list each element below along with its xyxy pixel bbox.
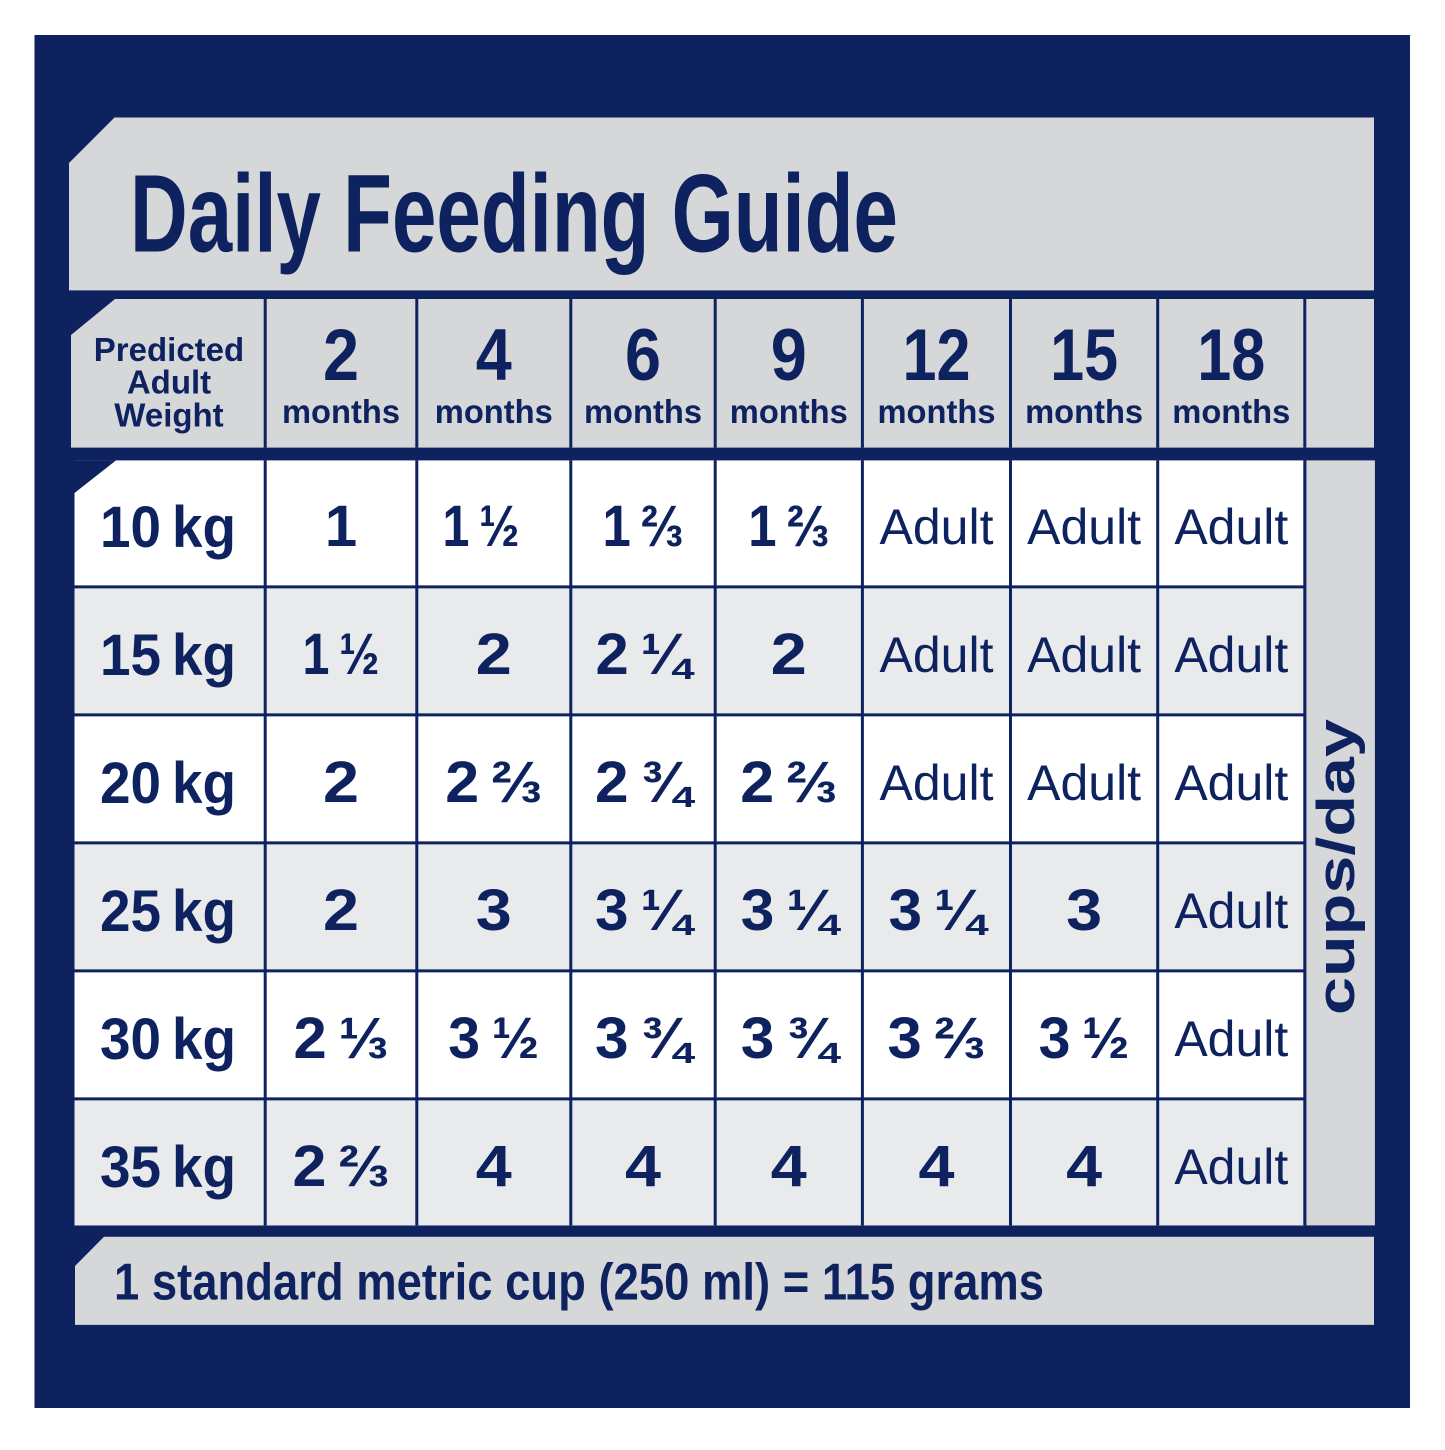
svg-text:2 ¾: 2 ¾ (595, 750, 696, 815)
svg-text:4: 4 (476, 315, 512, 396)
svg-text:2 ⅔: 2 ⅔ (740, 750, 837, 815)
svg-text:1 ⅔: 1 ⅔ (748, 494, 829, 559)
svg-text:months: months (878, 393, 996, 430)
svg-text:Adult: Adult (1027, 499, 1141, 555)
svg-text:2: 2 (323, 750, 359, 815)
svg-text:months: months (730, 393, 848, 430)
svg-text:Adult: Adult (880, 755, 994, 811)
svg-text:12: 12 (903, 315, 971, 396)
svg-text:3 ½: 3 ½ (1039, 1006, 1130, 1071)
svg-text:Adult: Adult (1174, 499, 1288, 555)
svg-text:1 standard metric cup (250 ml): 1 standard metric cup (250 ml) = 115 gra… (114, 1254, 1044, 1312)
svg-text:Adult: Adult (1027, 627, 1141, 683)
svg-text:35 kg: 35 kg (100, 1135, 236, 1200)
svg-text:Adult: Adult (1174, 1011, 1288, 1067)
svg-text:months: months (584, 393, 702, 430)
svg-text:4: 4 (625, 1134, 661, 1199)
svg-text:2: 2 (476, 622, 512, 687)
svg-text:1 ½: 1 ½ (303, 622, 380, 687)
svg-text:Adult: Adult (1027, 755, 1141, 811)
svg-text:3: 3 (476, 878, 512, 943)
svg-text:2: 2 (323, 315, 359, 396)
svg-text:2 ¼: 2 ¼ (596, 622, 696, 687)
svg-text:Adult: Adult (880, 499, 994, 555)
svg-text:months: months (282, 393, 400, 430)
svg-text:4: 4 (1066, 1134, 1102, 1199)
svg-text:3 ½: 3 ½ (448, 1006, 539, 1071)
svg-text:Adult: Adult (127, 364, 211, 401)
svg-text:Adult: Adult (880, 627, 994, 683)
svg-text:25 kg: 25 kg (100, 879, 236, 944)
svg-text:3 ¼: 3 ¼ (889, 878, 990, 943)
svg-text:Weight: Weight (114, 397, 223, 434)
svg-text:3 ¾: 3 ¾ (741, 1006, 842, 1071)
svg-text:10 kg: 10 kg (100, 495, 236, 560)
svg-text:Adult: Adult (1174, 627, 1288, 683)
svg-text:3 ¼: 3 ¼ (741, 878, 842, 943)
svg-text:15: 15 (1050, 315, 1118, 396)
svg-text:20 kg: 20 kg (100, 751, 236, 816)
svg-text:months: months (435, 393, 553, 430)
svg-text:15 kg: 15 kg (100, 623, 236, 688)
svg-text:Predicted: Predicted (94, 331, 244, 368)
svg-text:4: 4 (919, 1134, 955, 1199)
svg-text:Adult: Adult (1174, 883, 1288, 939)
svg-text:months: months (1025, 393, 1143, 430)
svg-text:Adult: Adult (1174, 755, 1288, 811)
svg-text:Daily Feeding Guide: Daily Feeding Guide (130, 152, 898, 275)
svg-text:2 ⅔: 2 ⅔ (293, 1134, 390, 1199)
svg-text:9: 9 (771, 315, 807, 396)
svg-text:1 ½: 1 ½ (443, 494, 520, 559)
svg-text:30 kg: 30 kg (100, 1007, 236, 1072)
svg-text:18: 18 (1197, 315, 1265, 396)
svg-text:1 ⅔: 1 ⅔ (603, 494, 684, 559)
svg-text:3 ⅔: 3 ⅔ (888, 1006, 986, 1071)
svg-text:2: 2 (323, 878, 359, 943)
svg-text:2 ⅓: 2 ⅓ (294, 1006, 389, 1071)
svg-text:2: 2 (771, 622, 807, 687)
svg-text:Adult: Adult (1174, 1139, 1288, 1195)
svg-text:3 ¾: 3 ¾ (595, 1006, 696, 1071)
svg-text:months: months (1172, 393, 1290, 430)
svg-text:2 ⅔: 2 ⅔ (445, 750, 542, 815)
svg-text:cups/day: cups/day (1307, 718, 1366, 1015)
svg-text:1: 1 (325, 494, 357, 559)
svg-text:4: 4 (771, 1134, 807, 1199)
svg-text:6: 6 (625, 315, 661, 396)
svg-text:3 ¼: 3 ¼ (595, 878, 696, 943)
svg-text:3: 3 (1066, 878, 1102, 943)
svg-text:4: 4 (476, 1134, 512, 1199)
